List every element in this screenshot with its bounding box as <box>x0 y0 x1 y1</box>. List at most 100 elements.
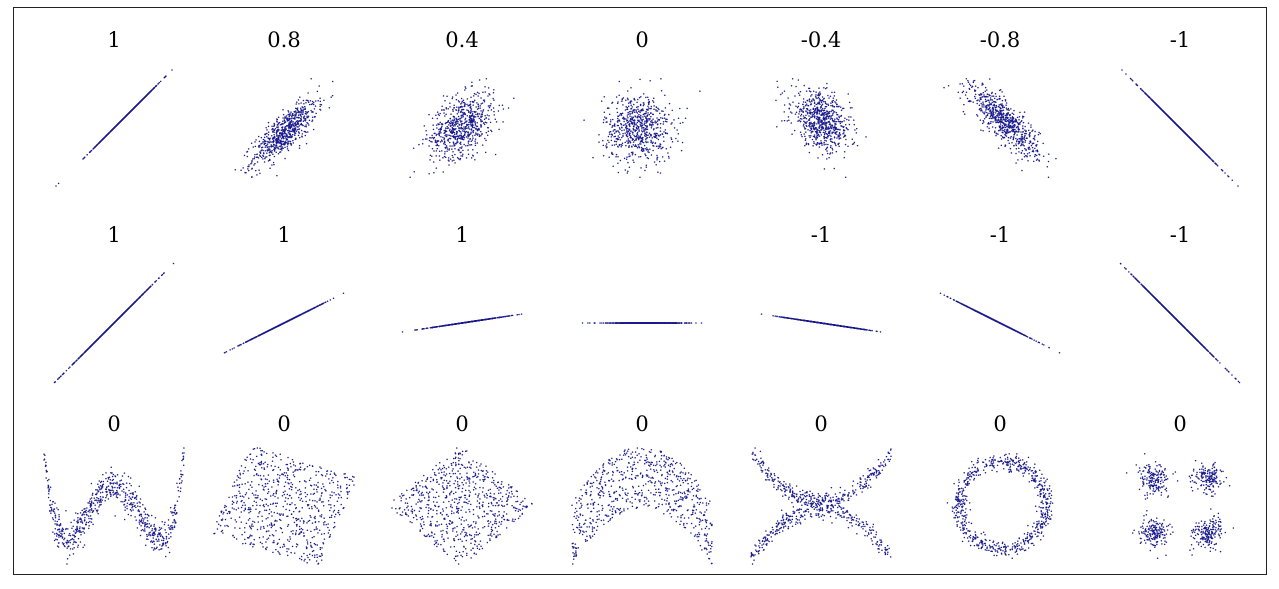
scatter-point <box>465 144 467 147</box>
scatter-point <box>844 117 846 120</box>
scatter-point <box>662 110 664 112</box>
scatter-point <box>802 115 805 117</box>
scatter-point <box>997 133 999 135</box>
scatter-point <box>273 125 275 128</box>
scatter-point <box>105 135 107 137</box>
scatter-point <box>290 119 293 122</box>
scatter-point <box>641 128 643 130</box>
scatter-point <box>461 146 463 148</box>
scatter-point <box>251 160 253 163</box>
scatter-point <box>471 85 474 87</box>
scatter-point <box>797 92 800 94</box>
scatter-point <box>965 91 968 93</box>
scatter-point <box>629 135 632 137</box>
scatter-point <box>1015 120 1018 122</box>
scatter-point <box>660 89 663 92</box>
scatter-point <box>827 103 829 105</box>
scatter-point <box>428 172 430 175</box>
scatter-point <box>677 117 680 119</box>
scatter-point <box>976 113 978 116</box>
scatter-point <box>634 130 636 132</box>
scatter-point <box>970 100 972 102</box>
scatter-point <box>303 105 306 108</box>
scatter-point <box>838 120 841 123</box>
scatter-point <box>284 132 287 135</box>
scatter-point <box>1017 126 1019 128</box>
scatter-point <box>302 113 304 115</box>
scatter-point <box>271 151 273 154</box>
scatter-point <box>831 126 833 128</box>
scatter-point <box>431 155 433 157</box>
scatter-point <box>815 126 817 129</box>
scatter-point <box>311 120 313 123</box>
scatter-point <box>644 135 646 137</box>
scatter-point <box>460 133 463 135</box>
scatter-point <box>252 158 254 160</box>
scatter-point <box>451 97 453 100</box>
scatter-point <box>1016 126 1018 128</box>
scatter-point <box>999 107 1002 110</box>
scatter-point <box>820 120 823 123</box>
scatter-point <box>307 101 310 104</box>
scatter-point <box>280 148 282 150</box>
scatter-point <box>86 154 88 156</box>
scatter-point <box>831 101 834 104</box>
scatter-point <box>1047 176 1050 179</box>
scatter-point <box>805 131 807 133</box>
scatter-point <box>475 125 478 127</box>
scatter-point <box>820 129 823 131</box>
scatter-point <box>273 163 275 166</box>
scatter-point <box>461 102 463 104</box>
scatter-point <box>463 134 466 136</box>
scatter-point <box>451 132 453 135</box>
scatter-point <box>611 153 614 155</box>
scatter-point <box>649 107 651 110</box>
scatter-point <box>488 105 491 107</box>
scatter-point <box>441 150 443 152</box>
scatter-point <box>655 163 657 166</box>
scatter-point <box>633 121 636 123</box>
scatter-point <box>647 105 649 107</box>
scatter-point <box>474 116 477 118</box>
scatter-point <box>825 136 828 139</box>
scatter-point <box>1010 130 1013 132</box>
scatter-point <box>808 100 811 102</box>
scatter-point <box>1168 116 1171 119</box>
scatter-point <box>633 134 635 137</box>
scatter-point <box>90 150 92 152</box>
scatter-point <box>443 155 446 158</box>
scatter-point <box>312 110 314 113</box>
scatter-point <box>583 119 585 121</box>
scatter-point <box>439 141 442 143</box>
scatter-point <box>632 151 634 153</box>
scatter-point <box>838 131 841 134</box>
scatter-point <box>313 108 316 110</box>
scatter-point <box>835 103 838 106</box>
scatter-point <box>992 116 994 119</box>
scatter-point <box>666 118 668 121</box>
scatter-point <box>819 120 821 123</box>
scatter-point <box>1029 148 1031 150</box>
scatter-point <box>311 116 314 119</box>
scatter-point <box>452 130 455 133</box>
scatter-point <box>663 117 666 119</box>
scatter-point <box>825 140 828 142</box>
scatter-point <box>983 121 985 123</box>
scatter-point <box>639 117 642 120</box>
scatter-point <box>616 117 619 120</box>
scatter-point <box>279 151 281 154</box>
scatter-point <box>632 128 635 131</box>
scatter-point <box>794 95 796 97</box>
scatter-point <box>287 142 290 144</box>
scatter-point <box>643 122 646 124</box>
scatter-point <box>1015 148 1018 150</box>
scatter-point <box>482 109 485 111</box>
scatter-point <box>985 106 987 109</box>
scatter-point <box>439 159 441 161</box>
scatter-point <box>821 125 824 128</box>
scatter-point <box>259 145 261 147</box>
scatter-point <box>1023 135 1026 137</box>
scatter-point <box>483 101 486 103</box>
scatter-point <box>275 141 278 143</box>
scatter-point <box>798 111 801 113</box>
